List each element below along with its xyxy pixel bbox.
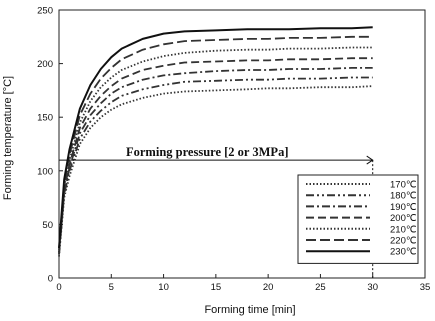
x-tick-label: 20 bbox=[263, 282, 274, 293]
series-layer bbox=[58, 26, 373, 257]
legend-label: 170℃ bbox=[390, 180, 417, 191]
y-tick-label: 50 bbox=[42, 220, 53, 231]
x-tick-label: 15 bbox=[211, 282, 222, 293]
series-line-220℃ bbox=[58, 35, 373, 251]
forming-pressure-annotation: Forming pressure [2 or 3MPa] bbox=[126, 145, 289, 159]
y-tick-label: 150 bbox=[37, 113, 53, 124]
series-line-200℃ bbox=[58, 57, 373, 253]
y-tick-label: 0 bbox=[48, 274, 53, 285]
x-tick-label: 35 bbox=[420, 282, 431, 293]
series-line-180℃ bbox=[58, 76, 373, 255]
y-tick-label: 100 bbox=[37, 166, 53, 177]
y-tick-label: 250 bbox=[37, 6, 53, 17]
legend-label: 190℃ bbox=[390, 202, 417, 213]
y-axis-label: Forming temperature [°C] bbox=[2, 75, 14, 201]
x-axis: 0 5 10 15 20 25 30 35 bbox=[56, 274, 430, 293]
series-line-190℃ bbox=[58, 67, 373, 255]
x-tick-label: 25 bbox=[315, 282, 326, 293]
legend-box bbox=[297, 174, 419, 264]
series-line-230℃ bbox=[58, 26, 373, 249]
legend-label: 210℃ bbox=[390, 224, 417, 235]
x-tick-label: 0 bbox=[56, 282, 61, 293]
x-tick-label: 30 bbox=[367, 282, 378, 293]
series-line-170℃ bbox=[58, 85, 373, 257]
legend-label: 230℃ bbox=[390, 247, 417, 258]
annotation-layer bbox=[59, 155, 374, 278]
legend-label: 180℃ bbox=[390, 191, 417, 202]
series-line-210℃ bbox=[58, 46, 373, 253]
x-tick-label: 5 bbox=[109, 282, 114, 293]
y-tick-label: 200 bbox=[37, 59, 53, 70]
x-tick-label: 10 bbox=[158, 282, 169, 293]
legend-label: 220℃ bbox=[390, 236, 417, 247]
legend-label: 200℃ bbox=[390, 213, 417, 224]
y-axis: 0 50 100 150 200 250 bbox=[37, 6, 63, 285]
x-axis-label: Forming time [min] bbox=[204, 304, 296, 316]
